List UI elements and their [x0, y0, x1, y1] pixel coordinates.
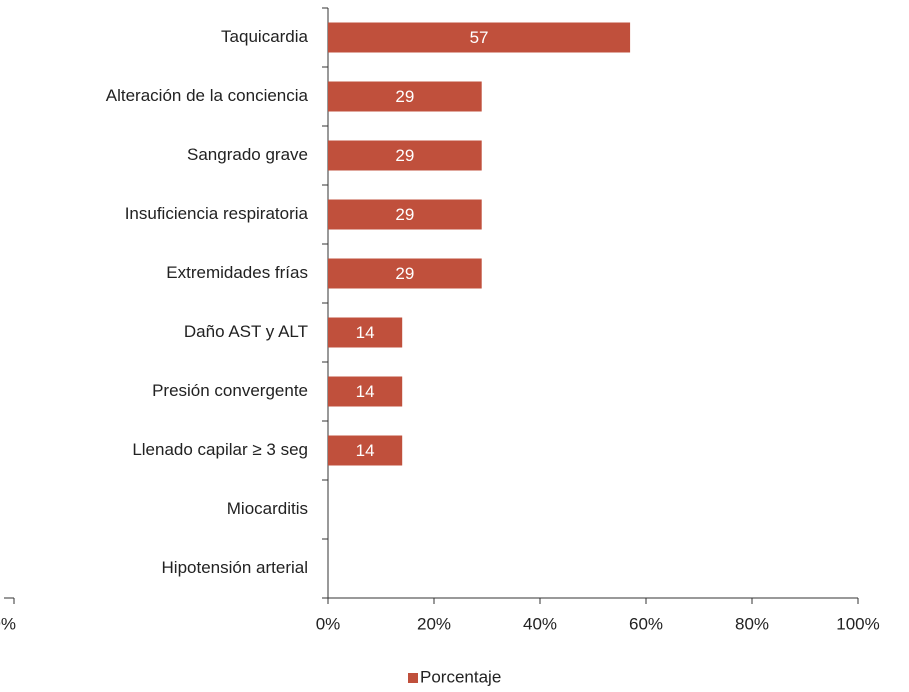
y-tick-label: Taquicardia — [221, 27, 308, 46]
clipped-label: 00% — [0, 614, 16, 633]
bar — [328, 258, 482, 289]
bar — [328, 81, 482, 112]
y-tick-label: Extremidades frías — [166, 263, 308, 282]
data-label: 14 — [356, 441, 375, 460]
data-label: 57 — [470, 28, 489, 47]
y-tick-label: Insuficiencia respiratoria — [125, 204, 309, 223]
x-tick-label: 100% — [836, 614, 879, 633]
data-label: 29 — [395, 264, 414, 283]
y-tick-label: Llenado capilar ≥ 3 seg — [132, 440, 308, 459]
data-label: 29 — [395, 87, 414, 106]
legend-label: Porcentaje — [420, 667, 501, 686]
y-tick-label: Daño AST y ALT — [184, 322, 308, 341]
y-tick-label: Alteración de la conciencia — [106, 86, 309, 105]
bar — [328, 22, 631, 53]
bar — [328, 140, 482, 171]
y-tick-label: Hipotensión arterial — [162, 558, 308, 577]
y-tick-label: Sangrado grave — [187, 145, 308, 164]
y-tick-label: Presión convergente — [152, 381, 308, 400]
bar — [328, 376, 403, 407]
data-label: 29 — [395, 146, 414, 165]
data-label: 14 — [356, 382, 375, 401]
bar — [328, 317, 403, 348]
x-tick-label: 20% — [417, 614, 451, 633]
x-tick-label: 60% — [629, 614, 663, 633]
y-tick-label: Miocarditis — [227, 499, 308, 518]
legend-swatch — [408, 673, 418, 683]
bar — [328, 199, 482, 230]
data-label: 14 — [356, 323, 375, 342]
x-tick-label: 80% — [735, 614, 769, 633]
data-label: 29 — [395, 205, 414, 224]
bar — [328, 435, 403, 466]
x-tick-label: 0% — [316, 614, 341, 633]
x-tick-label: 40% — [523, 614, 557, 633]
